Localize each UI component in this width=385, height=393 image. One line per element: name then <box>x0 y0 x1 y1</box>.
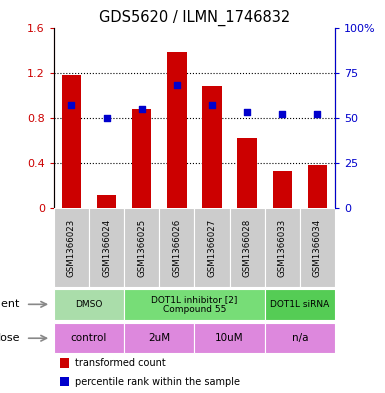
Bar <box>238 138 257 208</box>
Text: n/a: n/a <box>291 333 308 343</box>
Text: control: control <box>71 333 107 343</box>
Bar <box>97 195 116 208</box>
Bar <box>54 323 124 353</box>
Text: DOT1L inhibitor [2]
Compound 55: DOT1L inhibitor [2] Compound 55 <box>151 295 238 314</box>
Text: DMSO: DMSO <box>75 300 103 309</box>
Bar <box>167 52 186 208</box>
Text: transformed count: transformed count <box>75 358 166 368</box>
Bar <box>229 208 265 287</box>
Text: 10uM: 10uM <box>215 333 244 343</box>
Text: GSM1366028: GSM1366028 <box>243 219 252 277</box>
Point <box>209 102 215 108</box>
Title: GDS5620 / ILMN_1746832: GDS5620 / ILMN_1746832 <box>99 10 290 26</box>
Point <box>174 82 180 88</box>
Bar <box>265 208 300 287</box>
Bar <box>265 289 335 320</box>
Text: GSM1366024: GSM1366024 <box>102 219 111 277</box>
Text: 2uM: 2uM <box>148 333 170 343</box>
Bar <box>194 208 229 287</box>
Bar <box>273 171 292 208</box>
Bar <box>54 289 124 320</box>
Text: DOT1L siRNA: DOT1L siRNA <box>270 300 330 309</box>
Text: agent: agent <box>0 299 20 309</box>
Bar <box>54 208 89 287</box>
Bar <box>60 377 69 386</box>
Bar <box>62 75 81 208</box>
Text: GSM1366033: GSM1366033 <box>278 219 287 277</box>
Bar <box>300 208 335 287</box>
Bar <box>124 289 265 320</box>
Point <box>314 111 320 118</box>
Point <box>244 109 250 116</box>
Bar <box>203 86 222 208</box>
Bar <box>60 358 69 368</box>
Bar <box>132 109 151 208</box>
Text: dose: dose <box>0 333 20 343</box>
Text: percentile rank within the sample: percentile rank within the sample <box>75 376 240 387</box>
Bar <box>194 323 265 353</box>
Text: GSM1366026: GSM1366026 <box>172 219 181 277</box>
Text: GSM1366034: GSM1366034 <box>313 219 322 277</box>
Point <box>104 115 110 121</box>
Text: GSM1366025: GSM1366025 <box>137 219 146 277</box>
Point <box>279 111 285 118</box>
Text: GSM1366023: GSM1366023 <box>67 219 76 277</box>
Point <box>69 102 75 108</box>
Bar <box>265 323 335 353</box>
Bar <box>124 323 194 353</box>
Bar <box>89 208 124 287</box>
Bar <box>159 208 194 287</box>
Bar <box>124 208 159 287</box>
Bar <box>308 165 327 208</box>
Point <box>139 106 145 112</box>
Text: GSM1366027: GSM1366027 <box>208 219 216 277</box>
